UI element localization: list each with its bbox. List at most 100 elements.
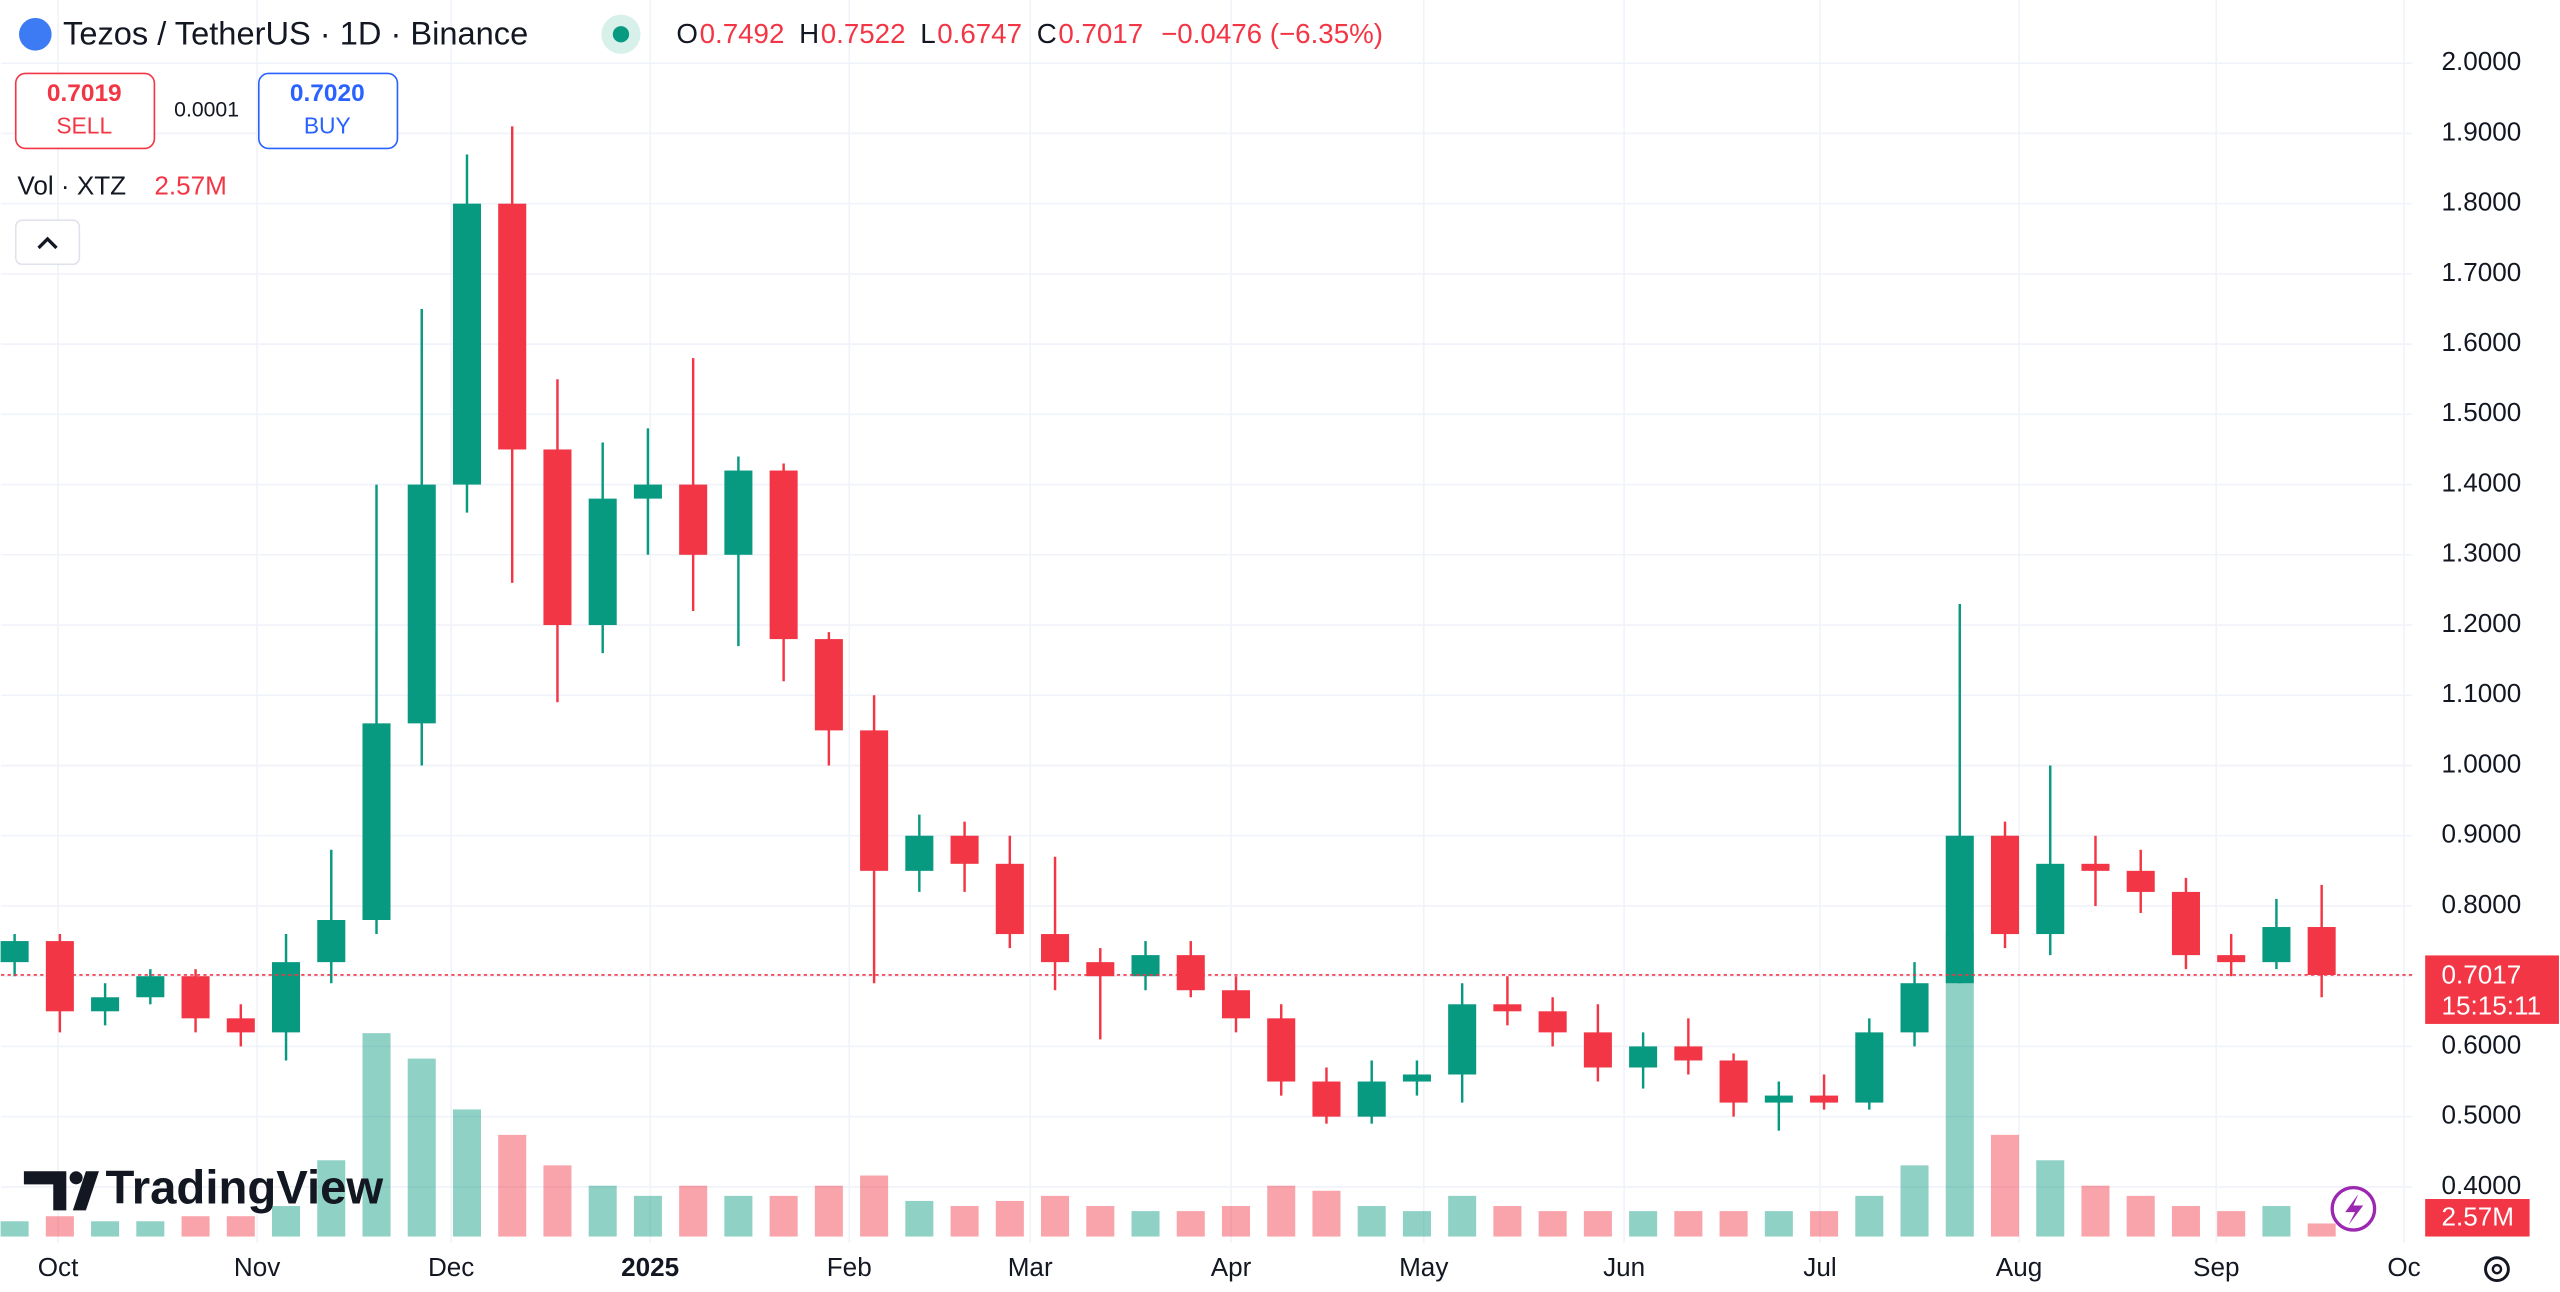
candle-body — [995, 863, 1024, 935]
candle-body — [136, 976, 165, 998]
candle-body — [905, 835, 934, 871]
volume-bar — [2171, 1206, 2200, 1237]
volume-legend-label: Vol · XTZ — [17, 170, 126, 200]
x-tick-label: Oct — [38, 1252, 79, 1282]
candle-body — [1357, 1081, 1386, 1117]
volume-bar — [2081, 1185, 2110, 1237]
volume-bar — [272, 1206, 301, 1237]
ohlc-key: C — [1037, 18, 1057, 49]
ohlc-value: 0.7492 — [700, 18, 785, 49]
candle-body — [1538, 1011, 1567, 1033]
candle-body — [1086, 962, 1115, 977]
volume-bar — [1176, 1211, 1205, 1237]
x-tick-label: Apr — [1211, 1252, 1252, 1282]
ohlc-value: 0.7017 — [1058, 18, 1143, 49]
symbol-title[interactable]: Tezos / TetherUS · 1D · Binance — [63, 14, 528, 51]
x-tick-label: Mar — [1008, 1252, 1053, 1282]
y-tick-label: 1.1000 — [2441, 678, 2521, 708]
volume-bar — [45, 1216, 74, 1237]
candle-body — [588, 498, 617, 626]
ohlc-value: 0.6747 — [937, 18, 1022, 49]
sell-price: 0.7019 — [47, 80, 122, 107]
volume-bar — [317, 1160, 346, 1237]
x-tick-label: Jul — [1803, 1252, 1836, 1282]
x-tick-label: Nov — [234, 1252, 280, 1282]
volume-bar — [1990, 1134, 2020, 1237]
volume-bar — [633, 1195, 662, 1237]
ohlc-value: 0.7522 — [821, 18, 906, 49]
volume-bar — [950, 1206, 979, 1237]
buy-button[interactable] — [257, 72, 399, 150]
candle-body — [2081, 863, 2110, 871]
ohlc-key: H — [799, 18, 819, 49]
candle-body — [1583, 1032, 1612, 1068]
volume-bar — [226, 1216, 255, 1237]
candle-body — [1855, 1032, 1884, 1103]
candle-body — [1674, 1046, 1703, 1061]
candle-body — [1900, 983, 1929, 1033]
volume-tag-label: 2.57M — [2441, 1201, 2514, 1231]
candle-body — [226, 1018, 255, 1033]
volume-bar — [769, 1195, 798, 1237]
volume-bar — [2307, 1223, 2336, 1237]
volume-bar — [1357, 1206, 1386, 1237]
candle-body — [272, 962, 301, 1033]
volume-bar — [1131, 1211, 1160, 1237]
candle-body — [1312, 1081, 1341, 1117]
candle-body — [2217, 955, 2246, 963]
y-tick-label: 1.8000 — [2441, 187, 2521, 217]
candle-body — [1448, 1004, 1477, 1075]
sell-label: SELL — [56, 112, 112, 138]
volume-bar — [0, 1221, 29, 1237]
last-price-label: 0.7017 — [2441, 960, 2521, 990]
y-tick-label: 1.7000 — [2441, 257, 2521, 287]
candle-body — [362, 723, 391, 921]
y-tick-label: 0.9000 — [2441, 819, 2521, 849]
candle-body — [1267, 1018, 1296, 1082]
buy-price: 0.7020 — [290, 80, 365, 107]
x-tick-label: Oc — [2387, 1252, 2420, 1282]
candle-body — [0, 941, 29, 963]
candle-body — [2307, 927, 2336, 975]
candle-body — [633, 484, 662, 499]
y-tick-label: 2.0000 — [2441, 46, 2521, 76]
x-tick-label: Aug — [1996, 1252, 2042, 1282]
volume-bar — [498, 1134, 527, 1237]
candle-body — [860, 730, 889, 871]
y-tick-label: 1.3000 — [2441, 538, 2521, 568]
volume-bar — [1538, 1211, 1567, 1237]
candle-body — [1493, 1004, 1522, 1012]
chevron-icon — [37, 236, 58, 250]
collapse-button[interactable] — [14, 219, 81, 266]
volume-bar — [1312, 1190, 1341, 1237]
volume-bar — [1267, 1185, 1296, 1237]
volume-bar — [814, 1185, 843, 1237]
market-status-dot — [612, 26, 630, 43]
volume-bar — [91, 1221, 120, 1237]
volume-bar — [2126, 1195, 2155, 1237]
symbol-icon — [18, 17, 52, 51]
candle-body — [950, 835, 979, 864]
volume-bar — [1719, 1211, 1748, 1237]
candle-body — [769, 470, 798, 640]
volume-bar — [1764, 1211, 1793, 1237]
candle-body — [498, 203, 527, 450]
candle-body — [2036, 863, 2065, 935]
volume-tag — [2425, 1199, 2530, 1237]
settings-button[interactable] — [2484, 1256, 2510, 1283]
logo-mark — [23, 1171, 99, 1211]
volume-bar — [1448, 1195, 1477, 1237]
volume-bar — [1855, 1195, 1884, 1237]
volume-bar — [588, 1185, 617, 1237]
volume-bar — [1041, 1195, 1070, 1237]
sell-button[interactable] — [14, 72, 156, 150]
candle-body — [1810, 1095, 1839, 1103]
candle-body — [1719, 1060, 1748, 1103]
volume-bar — [1629, 1211, 1658, 1237]
volume-bar — [2217, 1211, 2246, 1237]
volume-bar — [1402, 1211, 1431, 1237]
candle-body — [724, 470, 753, 555]
candle-body — [2171, 891, 2200, 956]
candle-body — [1764, 1095, 1793, 1103]
